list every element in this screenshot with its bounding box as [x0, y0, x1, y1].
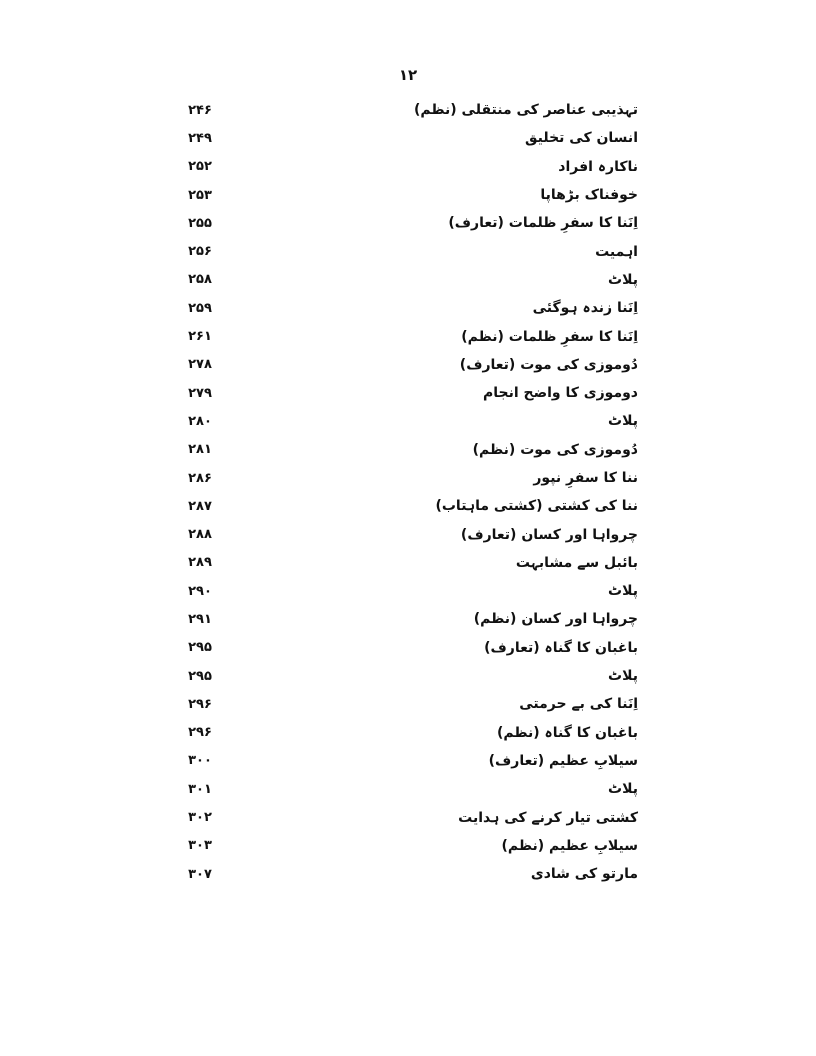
entry-page-number: ۲۷۹: [188, 385, 212, 401]
entry-title: چرواہا اور کسان (تعارف): [460, 526, 638, 543]
entry-title: مارتو کی شادی: [530, 866, 638, 883]
toc-entry: دُوموزی کی موت (نظم) ۲۸۱: [170, 436, 638, 464]
entry-title: چرواہا اور کسان (نظم): [473, 611, 638, 628]
entry-page-number: ۲۸۹: [188, 555, 212, 571]
entry-title: انسان کی تخلیق: [525, 130, 638, 147]
entry-page-number: ۲۴۶: [188, 102, 212, 118]
toc-entry: اِنَنا زندہ ہوگئی ۲۵۹: [170, 294, 638, 322]
entry-title: باغبان کا گناہ (تعارف): [484, 639, 638, 656]
entry-title: اِنَنا کی بے حرمتی: [519, 696, 638, 713]
toc-entry: انسان کی تخلیق ۲۴۹: [170, 124, 638, 152]
toc-entry: پلاٹ ۲۹۰: [170, 577, 638, 605]
entry-page-number: ۲۹۱: [188, 611, 212, 627]
toc-entry: اِنَنا کا سفرِ ظلمات (تعارف) ۲۵۵: [170, 209, 638, 237]
entry-title: ننا کی کشتی (کشتی ماہتاب): [435, 498, 638, 515]
toc-entry: تہذیبی عناصر کی منتقلی (نظم) ۲۴۶: [170, 96, 638, 124]
toc-entry: ناکارہ افراد ۲۵۲: [170, 153, 638, 181]
entry-page-number: ۳۰۰: [188, 753, 212, 769]
toc-entry: ننا کا سفرِ نپور ۲۸۶: [170, 464, 638, 492]
entry-page-number: ۲۴۹: [188, 130, 212, 146]
entry-page-number: ۲۹۵: [188, 640, 212, 656]
entry-page-number: ۲۸۰: [188, 413, 212, 429]
entry-title: بائبل سے مشابہت: [515, 554, 638, 571]
entry-title: سیلابِ عظیم (تعارف): [488, 752, 638, 769]
entry-page-number: ۳۰۲: [188, 810, 212, 826]
toc-entry: اہمیت ۲۵۶: [170, 237, 638, 265]
entry-page-number: ۲۵۲: [188, 159, 212, 175]
toc-entry: بائبل سے مشابہت ۲۸۹: [170, 549, 638, 577]
toc-entry: پلاٹ ۲۸۰: [170, 407, 638, 435]
entry-title: دُوموزی کی موت (نظم): [472, 441, 638, 458]
toc-entry: خوفناک بڑھاپا ۲۵۳: [170, 181, 638, 209]
entry-title: اِنَنا کا سفرِ ظلمات (تعارف): [448, 215, 638, 232]
entry-title: ننا کا سفرِ نپور: [533, 470, 638, 486]
toc-entry: مارتو کی شادی ۳۰۷: [170, 860, 638, 888]
entry-page-number: ۲۹۶: [188, 725, 212, 741]
entry-title: پلاٹ: [608, 781, 638, 798]
toc-entry: ننا کی کشتی (کشتی ماہتاب) ۲۸۷: [170, 492, 638, 520]
entry-page-number: ۲۵۵: [188, 215, 212, 231]
entry-title: دُوموزی کی موت (تعارف): [459, 356, 638, 373]
toc-entry: دوموزی کا واضح انجام ۲۷۹: [170, 379, 638, 407]
entry-page-number: ۲۸۱: [188, 442, 212, 458]
table-of-contents: تہذیبی عناصر کی منتقلی (نظم) ۲۴۶ انسان کی …: [170, 96, 638, 888]
entry-page-number: ۲۹۰: [188, 583, 212, 599]
entry-page-number: ۲۹۵: [188, 668, 212, 684]
toc-entry: کشتی تیار کرنے کی ہدایت ۳۰۲: [170, 803, 638, 831]
entry-page-number: ۳۰۱: [188, 781, 212, 797]
entry-title: کشتی تیار کرنے کی ہدایت: [458, 809, 638, 826]
toc-entry: چرواہا اور کسان (تعارف) ۲۸۸: [170, 520, 638, 548]
entry-page-number: ۲۸۸: [188, 527, 212, 543]
entry-title: باغبان کا گناہ (نظم): [496, 724, 638, 741]
entry-title: اِنَنا زندہ ہوگئی: [532, 300, 638, 317]
toc-entry: پلاٹ ۲۵۸: [170, 266, 638, 294]
entry-title: پلاٹ: [608, 583, 638, 600]
entry-page-number: ۲۵۸: [188, 272, 212, 288]
toc-entry: پلاٹ ۲۹۵: [170, 662, 638, 690]
entry-title: پلاٹ: [608, 271, 638, 288]
entry-page-number: ۲۹۶: [188, 696, 212, 712]
entry-page-number: ۳۰۷: [188, 866, 212, 882]
entry-title: پلاٹ: [608, 413, 638, 430]
toc-entry: پلاٹ ۳۰۱: [170, 775, 638, 803]
entry-title: پلاٹ: [608, 668, 638, 685]
entry-title: دوموزی کا واضح انجام: [482, 385, 638, 402]
toc-entry: چرواہا اور کسان (نظم) ۲۹۱: [170, 605, 638, 633]
entry-title: سیلابِ عظیم (نظم): [501, 837, 639, 854]
toc-entry: اِنَنا کا سفرِ ظلمات (نظم) ۲۶۱: [170, 322, 638, 350]
entry-title: خوفناک بڑھاپا: [540, 187, 638, 204]
entry-page-number: ۲۶۱: [188, 329, 212, 345]
entry-page-number: ۳۰۳: [188, 838, 212, 854]
entry-page-number: ۲۸۶: [188, 470, 212, 486]
entry-title: ناکارہ افراد: [558, 158, 638, 175]
toc-entry: اِنَنا کی بے حرمتی ۲۹۶: [170, 690, 638, 718]
toc-entry: باغبان کا گناہ (نظم) ۲۹۶: [170, 719, 638, 747]
entry-page-number: ۲۷۸: [188, 357, 212, 373]
page-number: ۱۲: [398, 66, 418, 84]
entry-page-number: ۲۵۹: [188, 300, 212, 316]
toc-entry: سیلابِ عظیم (نظم) ۳۰۳: [170, 832, 638, 860]
entry-page-number: ۲۵۳: [188, 187, 212, 203]
entry-title: اِنَنا کا سفرِ ظلمات (نظم): [461, 328, 638, 345]
entry-title: اہمیت: [595, 243, 638, 260]
toc-entry: دُوموزی کی موت (تعارف) ۲۷۸: [170, 351, 638, 379]
entry-page-number: ۲۸۷: [188, 498, 212, 514]
toc-entry: سیلابِ عظیم (تعارف) ۳۰۰: [170, 747, 638, 775]
entry-page-number: ۲۵۶: [188, 244, 212, 260]
toc-entry: باغبان کا گناہ (تعارف) ۲۹۵: [170, 634, 638, 662]
entry-title: تہذیبی عناصر کی منتقلی (نظم): [414, 102, 638, 119]
